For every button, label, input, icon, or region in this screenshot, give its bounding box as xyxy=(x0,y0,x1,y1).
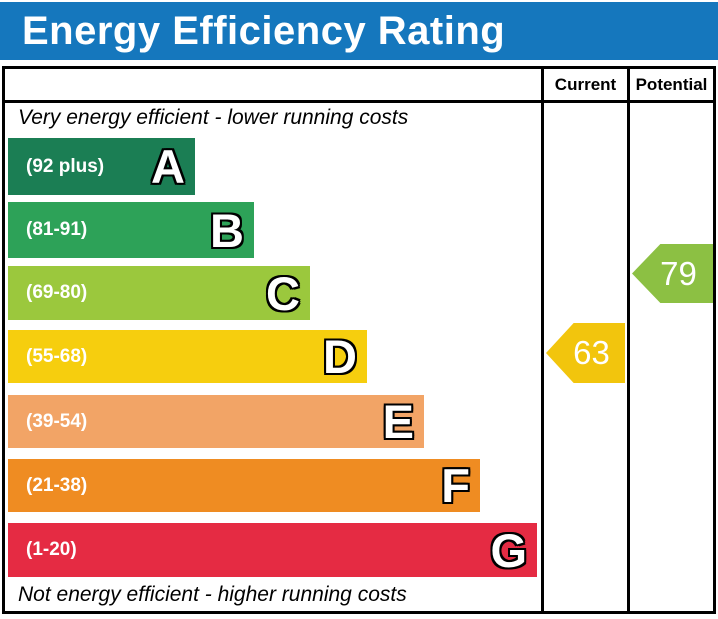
potential-column-divider xyxy=(627,66,630,614)
top-note: Very energy efficient - lower running co… xyxy=(18,106,409,129)
band-range-label: (39-54) xyxy=(26,410,88,432)
current-column-header: Current xyxy=(554,74,617,94)
potential-column-header: Potential xyxy=(635,74,708,94)
current-column-divider xyxy=(541,66,544,614)
band-row-e: (39-54) E xyxy=(8,395,424,448)
band-range-label: (81-91) xyxy=(26,219,88,240)
band-row-b: (81-91) B xyxy=(8,202,254,258)
rating-table-frame xyxy=(2,66,716,614)
band-range-label: (55-68) xyxy=(26,345,88,367)
band-letter: F xyxy=(441,459,470,512)
band-letter: B xyxy=(210,203,244,257)
band-letter: A xyxy=(151,140,185,193)
band-row-g: (1-20) G xyxy=(8,523,537,577)
band-letter: G xyxy=(490,523,527,577)
current-rating-value: 63 xyxy=(573,334,610,371)
band-range-label: (69-80) xyxy=(26,282,88,303)
band-range-label: (1-20) xyxy=(26,539,77,560)
band-letter: E xyxy=(382,395,414,448)
band-row-f: (21-38) F xyxy=(8,459,480,512)
potential-rating-value: 79 xyxy=(660,254,697,292)
band-letter: C xyxy=(266,266,300,320)
band-row-a: (92 plus) A xyxy=(8,138,195,195)
band-row-d: (55-68) D xyxy=(8,330,367,383)
band-row-c: (69-80) C xyxy=(8,266,310,320)
bottom-note: Not energy efficient - higher running co… xyxy=(18,583,407,606)
potential-rating-marker: 79 xyxy=(632,244,713,303)
band-range-label: (92 plus) xyxy=(26,155,105,177)
page-title: Energy Efficiency Rating xyxy=(22,8,506,53)
header-row-divider xyxy=(2,100,716,103)
band-range-label: (21-38) xyxy=(26,474,88,496)
band-letter: D xyxy=(323,330,357,383)
page-title-bar: Energy Efficiency Rating xyxy=(0,2,718,60)
